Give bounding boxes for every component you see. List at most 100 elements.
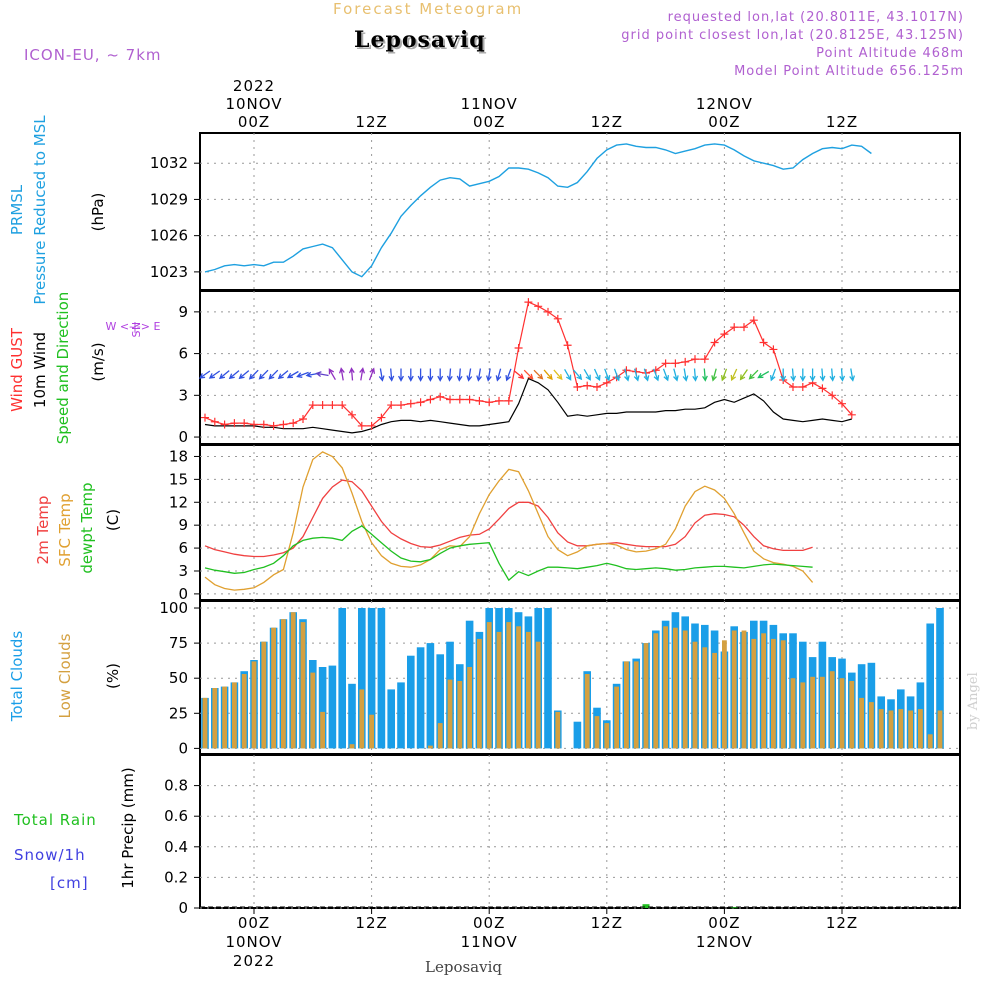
gust-marker	[691, 355, 699, 364]
gust-marker	[485, 398, 494, 407]
wind-direction-arrow	[378, 368, 385, 382]
low-clouds-bar	[202, 697, 208, 749]
point-altitude: Point Altitude 468m	[816, 46, 964, 61]
low-clouds-bar	[624, 661, 629, 749]
total-clouds-bar	[377, 608, 386, 749]
total-clouds-bar	[328, 665, 337, 749]
gust-marker	[436, 392, 445, 401]
wind-direction-arrow	[218, 370, 230, 380]
wind-direction-arrow	[476, 368, 483, 382]
y-tick-label: 6	[178, 539, 188, 557]
wind-direction-arrow	[780, 368, 787, 382]
bottom-time-label: 00Z	[708, 914, 740, 932]
gust-marker	[475, 396, 484, 405]
low-clouds-bar	[447, 679, 453, 749]
y-tick-label: 0	[178, 899, 188, 917]
y-tick-label: 1026	[150, 227, 188, 245]
wind-direction-arrow	[398, 368, 404, 382]
gust-marker	[465, 395, 474, 404]
gust-marker	[710, 338, 719, 347]
y-tick-label: 12	[169, 493, 188, 511]
wind-direction-arrow	[466, 368, 473, 382]
wind-direction-arrow	[711, 368, 717, 382]
rain-bar	[730, 907, 738, 909]
wind-direction-arrow	[523, 369, 534, 380]
low-clouds-bar	[281, 619, 286, 749]
requested-coords: requested lon,lat (20.8011E, 43.1017N)	[667, 10, 964, 25]
wind-direction-arrow	[604, 368, 611, 382]
gust-marker	[348, 410, 356, 419]
model-label: ICON-EU, ~ 7km	[24, 46, 162, 64]
wind-direction-arrow	[809, 368, 816, 382]
ylabel-snow-unit: [cm]	[50, 874, 89, 892]
wind-direction-arrow	[593, 368, 601, 382]
series-line-prmsl	[204, 143, 872, 278]
low-clouds-bar	[810, 676, 815, 749]
gust-marker	[769, 345, 778, 354]
low-clouds-bar	[535, 641, 541, 749]
gust-marker	[259, 420, 268, 429]
low-clouds-bar	[604, 723, 610, 749]
low-clouds-bar	[271, 627, 276, 749]
wind-direction-arrow	[849, 368, 856, 382]
total-clouds-bar	[407, 655, 415, 749]
wind-direction-arrow	[633, 368, 640, 382]
top-time-label: 10NOV	[225, 95, 282, 113]
gust-marker	[240, 419, 249, 428]
wind-direction-arrow	[583, 368, 591, 381]
low-clouds-bar	[712, 652, 717, 749]
series-line-2m-temp	[204, 479, 813, 558]
total-clouds-bar	[436, 654, 444, 749]
wind-direction-arrow	[286, 370, 299, 379]
low-clouds-bar	[927, 734, 933, 749]
bottom-time-label: 12Z	[826, 914, 858, 932]
series-line-sfc-temp	[204, 451, 814, 591]
low-clouds-bar	[526, 631, 531, 749]
ylabel-10m-wind: 10m Wind	[31, 332, 49, 408]
location-title: Leposaviq	[354, 27, 486, 53]
low-clouds-bar	[682, 630, 688, 749]
gust-marker	[524, 298, 533, 307]
bottom-time-label: 2022	[233, 952, 275, 970]
wind-direction-arrow	[819, 368, 826, 382]
wind-direction-arrow	[328, 368, 336, 381]
low-clouds-bar	[780, 640, 786, 749]
gust-marker	[299, 414, 307, 423]
wind-direction-arrow	[368, 367, 376, 381]
low-clouds-bar	[614, 686, 619, 749]
low-clouds-bar	[477, 638, 482, 749]
gust-marker	[269, 421, 278, 430]
y-tick-label: 0	[178, 739, 188, 757]
gust-marker	[544, 307, 552, 316]
low-clouds-bar	[222, 686, 227, 749]
gust-marker	[397, 401, 405, 410]
wind-direction-arrow	[258, 369, 269, 380]
ylabel-unit-hpa: (hPa)	[89, 193, 107, 232]
low-clouds-bar	[673, 627, 678, 749]
y-tick-label: 0.8	[164, 777, 188, 795]
gust-marker	[602, 378, 611, 387]
low-clouds-bar	[290, 612, 296, 749]
wind-direction-arrow	[624, 368, 630, 382]
wind-direction-arrow	[533, 369, 544, 380]
low-clouds-bar	[761, 633, 766, 749]
low-clouds-bar	[349, 744, 355, 749]
wind-direction-arrow	[573, 369, 583, 381]
gust-marker	[828, 391, 837, 400]
y-tick-label: 25	[169, 704, 188, 722]
total-clouds-bar	[318, 667, 327, 749]
total-clouds-bar	[191, 704, 199, 749]
wind-direction-arrow	[662, 368, 670, 382]
wind-direction-arrow	[730, 368, 738, 382]
gust-marker	[308, 401, 317, 410]
low-clouds-bar	[898, 709, 904, 749]
low-clouds-bar	[800, 682, 806, 749]
gust-marker	[749, 316, 758, 325]
gust-marker	[289, 419, 298, 428]
gust-marker	[553, 314, 562, 323]
total-clouds-bar	[544, 608, 552, 749]
low-clouds-bar	[849, 681, 855, 749]
gust-marker	[593, 382, 601, 391]
top-time-label: 12Z	[355, 113, 387, 131]
